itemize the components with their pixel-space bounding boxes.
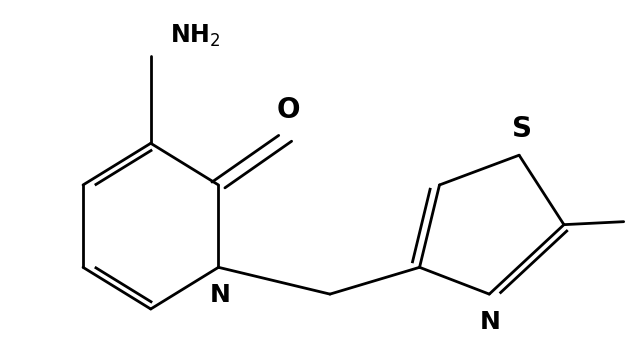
Text: S: S [512,115,532,143]
Text: N: N [209,283,230,307]
Text: NH$_2$: NH$_2$ [170,23,220,49]
Text: N: N [480,310,501,334]
Text: O: O [276,96,300,124]
